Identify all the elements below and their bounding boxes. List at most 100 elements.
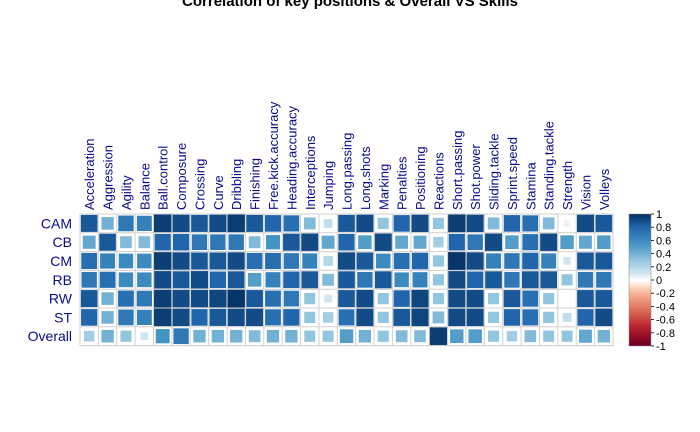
heatmap-cell (323, 219, 333, 228)
heatmap-cell (153, 289, 172, 308)
heatmap-cell (118, 290, 134, 307)
heatmap-cell (172, 308, 190, 327)
heatmap-cell (138, 236, 151, 249)
legend-tick-label: -0.2 (656, 288, 675, 300)
heatmap-cell (447, 251, 466, 271)
heatmap-cell (543, 311, 555, 324)
heatmap-cell (191, 252, 208, 270)
heatmap-cell (154, 233, 171, 251)
legend-tick-label: -0.8 (656, 328, 675, 340)
heatmap-cell (118, 272, 134, 288)
heatmap-cell (540, 271, 558, 289)
heatmap-cell (595, 290, 613, 308)
heatmap-cell (597, 235, 611, 250)
heatmap-cell (304, 292, 316, 305)
heatmap-cells (79, 213, 614, 347)
heatmap-cell (81, 309, 98, 326)
column-label: Crossing (192, 159, 207, 210)
legend-tick-label: 0.8 (656, 222, 671, 234)
heatmap-cell (337, 252, 356, 270)
heatmap-cell (540, 233, 558, 251)
legend-tick-label: 0 (656, 275, 662, 287)
heatmap-cell (247, 272, 262, 287)
heatmap-cell (564, 220, 571, 227)
heatmap-cell (485, 271, 502, 289)
heatmap-cell (393, 252, 410, 270)
heatmap-cell (377, 292, 389, 305)
heatmap-cell (524, 330, 537, 343)
heatmap-cell (562, 313, 572, 322)
legend-tick-label: 0.6 (656, 235, 671, 247)
column-label: Reactions (431, 152, 446, 210)
heatmap-cell (248, 236, 261, 249)
heatmap-cell (172, 289, 190, 308)
heatmap-cell (432, 217, 444, 230)
column-label: Short.passing (450, 130, 465, 210)
heatmap-cell (565, 297, 569, 301)
heatmap-cell (101, 311, 114, 324)
heatmap-cell (522, 309, 539, 326)
heatmap-cell (486, 253, 502, 269)
heatmap-cell (101, 292, 114, 305)
column-label: Long.shots (358, 146, 373, 210)
heatmap-cell (155, 329, 170, 344)
heatmap-cell (432, 255, 444, 267)
heatmap-cell (448, 233, 465, 251)
heatmap-cell (153, 308, 172, 327)
column-label: Stamina (523, 162, 538, 210)
heatmap-cell (285, 329, 298, 343)
heatmap-cell (301, 233, 319, 251)
heatmap-cell (377, 330, 389, 342)
heatmap-cell (577, 271, 594, 288)
heatmap-cell (466, 252, 484, 270)
heatmap-cell (395, 235, 409, 249)
heatmap-cell (358, 329, 372, 343)
heatmap-cell (153, 214, 172, 233)
heatmap-cell (358, 235, 372, 250)
heatmap-cell (393, 308, 410, 326)
heatmap-cell (265, 290, 281, 307)
column-label: Curve (211, 175, 226, 210)
heatmap-cell (265, 309, 281, 326)
row-label: Overall (28, 328, 72, 344)
heatmap-cell (301, 271, 319, 289)
heatmap-cell (503, 290, 521, 308)
heatmap-cell (190, 289, 208, 308)
heatmap-cell (577, 252, 594, 270)
heatmap-cell (265, 272, 281, 288)
heatmap-cell (193, 329, 206, 343)
column-label: Free.kick.accuracy (266, 101, 281, 210)
heatmap-cell (136, 215, 152, 232)
column-label: Finishing (248, 158, 263, 210)
heatmap-cell (467, 271, 484, 289)
column-label: Ball.control (156, 146, 171, 210)
heatmap-cell (191, 214, 208, 232)
legend-tick-label: 1 (656, 209, 662, 221)
heatmap-cell (246, 214, 263, 232)
heatmap-cell (321, 235, 335, 249)
heatmap-cell (467, 234, 483, 251)
heatmap-cell (448, 308, 466, 327)
legend-tick-label: 0.2 (656, 262, 671, 274)
column-label: Volleys (597, 168, 612, 210)
heatmap-cell (597, 329, 610, 343)
heatmap-cell (338, 271, 355, 289)
heatmap-cell (522, 252, 539, 270)
heatmap-cell (209, 308, 227, 326)
heatmap-cell (210, 234, 226, 251)
heatmap-cell (101, 217, 114, 230)
heatmap-cell (521, 271, 539, 289)
column-label: Sprint.speed (505, 137, 520, 210)
heatmap-cell (118, 309, 134, 326)
chart-title: Correlation of key positions & Overall V… (182, 0, 518, 10)
heatmap-cell (136, 290, 153, 307)
heatmap-cell (357, 271, 373, 288)
heatmap-cell (227, 289, 246, 308)
heatmap-cell (120, 236, 132, 249)
heatmap-cell (488, 311, 500, 324)
heatmap-cell (100, 253, 116, 269)
heatmap-cell (448, 271, 466, 289)
heatmap-cell (488, 330, 500, 342)
column-label: Heading.accuracy (284, 105, 299, 210)
column-label: Shot.power (468, 144, 483, 210)
